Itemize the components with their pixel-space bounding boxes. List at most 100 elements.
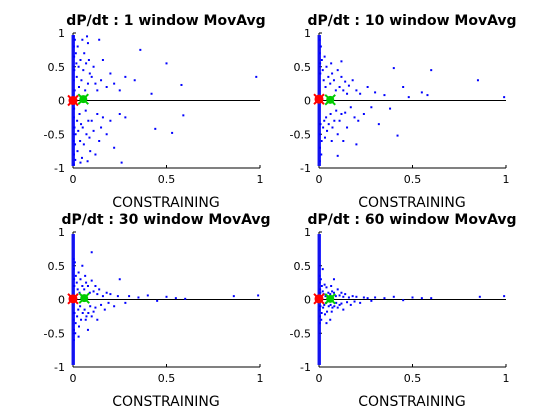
- scatter-point: [319, 45, 322, 48]
- scatter-point: [329, 303, 332, 306]
- scatter-point: [334, 89, 337, 92]
- scatter-point: [73, 285, 76, 287]
- green-marker-cross: [77, 93, 89, 105]
- scatter-point: [72, 79, 75, 82]
- scatter-point: [150, 92, 153, 95]
- scatter-point: [100, 79, 103, 82]
- scatter-point: [75, 62, 78, 65]
- scatter-point: [72, 35, 75, 38]
- scatter-point: [81, 126, 84, 129]
- scatter-point: [366, 86, 369, 88]
- scatter-point: [342, 89, 345, 92]
- scatter-point: [336, 133, 339, 136]
- scatter-point: [84, 274, 87, 277]
- scatter-point: [96, 89, 99, 92]
- scatter-point: [73, 278, 76, 281]
- scatter-point: [366, 297, 369, 300]
- scatter-point: [100, 303, 103, 306]
- y-tick-label: 1: [58, 226, 65, 239]
- scatter-point: [342, 295, 345, 298]
- scatter-point: [74, 52, 77, 55]
- x-tick-label: 0.5: [158, 173, 176, 186]
- y-tick-label: 0.5: [48, 61, 66, 74]
- scatter-point: [98, 38, 101, 41]
- scatter-point: [255, 75, 258, 78]
- scatter-point: [77, 335, 80, 338]
- scatter-point: [426, 94, 429, 97]
- scatter-point: [402, 299, 405, 302]
- scatter-point: [73, 107, 76, 110]
- scatter-point: [319, 123, 322, 126]
- scatter-point: [86, 328, 89, 331]
- scatter-point: [156, 299, 159, 302]
- x-tick-label: 1: [503, 372, 510, 385]
- scatter-point: [321, 290, 324, 293]
- scatter-point: [327, 123, 330, 126]
- scatter-point: [74, 332, 77, 335]
- scatter-point: [321, 268, 324, 271]
- scatter-point: [349, 106, 352, 109]
- scatter-point: [74, 133, 77, 136]
- subplot-1-window: dP/dt : 1 window MovAvg CONSTRAINING 0 0.…: [44, 13, 266, 211]
- y-tick-label: 0: [58, 294, 65, 307]
- scatter-point: [318, 146, 321, 149]
- scatter-point: [331, 290, 334, 293]
- scatter-point: [165, 295, 168, 298]
- scatter-point: [94, 153, 97, 156]
- scatter-point: [330, 62, 333, 65]
- scatter-point: [84, 109, 87, 112]
- scatter-point: [374, 91, 377, 94]
- scatter-point: [374, 296, 377, 299]
- scatter-point: [402, 86, 405, 88]
- scatter-point: [370, 106, 373, 109]
- scatter-point: [338, 303, 341, 306]
- scatter-point: [80, 318, 83, 321]
- scatter-point: [319, 62, 322, 65]
- scatter-point: [326, 129, 329, 132]
- scatter-point: [76, 150, 79, 153]
- scatter-point: [335, 109, 338, 112]
- scatter-point: [318, 133, 321, 136]
- scatter-point: [346, 92, 349, 95]
- scatter-point: [85, 133, 88, 136]
- scatter-point: [320, 153, 323, 156]
- y-tick-label: 0.5: [294, 61, 312, 74]
- scatter-point: [340, 113, 343, 115]
- scatter-point: [184, 297, 187, 300]
- y-tick-label: -1: [54, 162, 65, 175]
- scatter-point: [109, 293, 112, 296]
- scatter-point: [430, 297, 433, 300]
- scatter-point: [73, 89, 76, 92]
- scatter-point: [318, 308, 321, 311]
- scatter-point: [430, 69, 433, 72]
- scatter-point: [77, 325, 80, 328]
- scatter-point: [72, 268, 75, 271]
- red-marker-cross: [67, 94, 79, 107]
- scatter-point: [171, 131, 174, 134]
- x-tick-label: 1: [503, 173, 510, 186]
- scatter-point: [336, 154, 339, 157]
- x-axis-label: CONSTRAINING: [112, 394, 220, 410]
- subplot-10-window: dP/dt : 10 window MovAvg CONSTRAINING 0 0…: [290, 13, 517, 211]
- scatter-point: [73, 312, 76, 314]
- scatter-point: [351, 295, 354, 298]
- scatter-point: [327, 305, 330, 308]
- scatter-point: [86, 42, 89, 45]
- scatter-point: [76, 288, 79, 291]
- x-tick-label: 0.5: [404, 173, 422, 186]
- scatter-point: [323, 55, 326, 58]
- scatter-point: [88, 72, 91, 75]
- scatter-point: [81, 38, 84, 41]
- scatter-point: [324, 295, 327, 298]
- scatter-point: [325, 116, 328, 119]
- scatter-point: [180, 83, 183, 86]
- scatter-point: [89, 305, 92, 308]
- x-tick-label: 0: [70, 372, 77, 385]
- scatter-point: [174, 297, 177, 300]
- scatter-point: [77, 129, 80, 132]
- x-tick-label: 0: [316, 173, 323, 186]
- scatter-point: [325, 322, 328, 325]
- scatter-point: [79, 161, 82, 164]
- scatter-point: [362, 113, 365, 115]
